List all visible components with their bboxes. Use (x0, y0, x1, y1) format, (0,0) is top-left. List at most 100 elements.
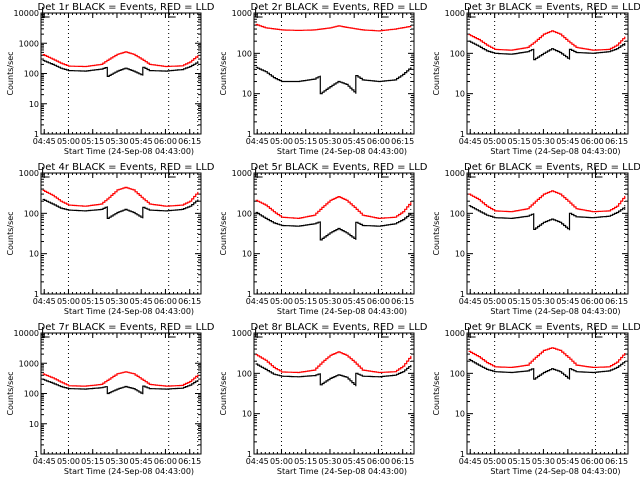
x-tick-label: 05:45 (343, 457, 366, 466)
x-tick-label: 05:30 (532, 457, 555, 466)
x-tick-label: 06:00 (154, 137, 177, 146)
plot-frame (40, 172, 202, 295)
x-tick-label: 05:45 (343, 137, 366, 146)
y-tick-label: 1 (247, 290, 252, 299)
interval-bracket-marker (594, 7, 603, 18)
series-line-lld (255, 23, 412, 32)
x-tick-label: 06:15 (605, 137, 628, 146)
x-tick-label: 06:15 (178, 137, 201, 146)
y-tick-label: 100 (24, 70, 39, 79)
x-axis-label: Start Time (24-Sep-08 04:43:00) (277, 467, 407, 476)
y-tick-label: 10 (29, 250, 39, 259)
x-tick-label: 06:00 (367, 297, 390, 306)
x-tick-label: 06:15 (391, 297, 414, 306)
chart-panel-9: Det 9r BLACK = Events, RED = LLD 1 10 100 10… (432, 322, 640, 476)
y-tick-label: 100 (24, 390, 39, 399)
x-tick-label: 05:00 (57, 137, 80, 146)
y-tick-label: 10 (455, 90, 465, 99)
chart-panel-7: Det 7r BLACK = Events, RED = LLD 1 10 100 10… (6, 322, 215, 476)
x-tick-label: 05:30 (105, 137, 128, 146)
y-tick-label: 1000 (19, 39, 39, 48)
y-tick-label: 10 (242, 90, 252, 99)
series-line-lld (42, 371, 199, 387)
interval-bracket-marker (381, 7, 389, 18)
x-axis-label: Start Time (24-Sep-08 04:43:00) (490, 307, 620, 316)
chart-panel-6: Det 6r BLACK = Events, RED = LLD 1 10 100 10… (432, 162, 640, 316)
interval-bracket-marker (381, 167, 389, 178)
series-line-events (255, 66, 412, 95)
x-tick-label: 04:45 (246, 137, 269, 146)
x-tick-label: 06:00 (581, 457, 604, 466)
interval-bracket-marker (168, 7, 176, 18)
x-tick-label: 06:00 (581, 137, 604, 146)
series-line-lld (255, 196, 412, 219)
series-line-lld (468, 30, 626, 51)
series-line-lld (255, 351, 412, 374)
chart-panel-8: Det 8r BLACK = Events, RED = LLD 1 10 100 10… (219, 322, 428, 476)
interval-bracket-marker (42, 327, 50, 338)
x-tick-label: 05:45 (556, 457, 579, 466)
x-tick-label: 05:45 (130, 137, 153, 146)
y-tick-label: 10000 (14, 329, 39, 338)
x-tick-label: 05:30 (532, 297, 555, 306)
interval-bracket-marker (594, 327, 603, 338)
y-tick-label: 1 (247, 450, 252, 459)
plot-frame (466, 172, 629, 295)
series-line-lld (468, 347, 626, 368)
x-axis-label: Start Time (24-Sep-08 04:43:00) (64, 147, 194, 156)
series-line-lld (42, 51, 199, 68)
y-axis-label: Counts/sec (432, 211, 441, 255)
chart-title: Det 8r BLACK = Events, RED = LLD (251, 322, 428, 333)
x-tick-label: 05:30 (532, 137, 555, 146)
x-axis-label: Start Time (24-Sep-08 04:43:00) (64, 307, 194, 316)
x-tick-label: 05:00 (57, 457, 80, 466)
x-tick-label: 05:45 (130, 457, 153, 466)
y-tick-label: 1 (247, 130, 252, 139)
x-tick-label: 05:00 (483, 457, 506, 466)
x-tick-label: 06:15 (391, 457, 414, 466)
plot-frame (253, 12, 415, 135)
x-tick-label: 06:00 (154, 297, 177, 306)
chart-panel-4: Det 4r BLACK = Events, RED = LLD 1 10 100 10… (6, 162, 215, 316)
y-axis-label: Counts/sec (219, 51, 228, 95)
y-tick-label: 100 (450, 209, 465, 218)
y-tick-label: 1000 (232, 329, 252, 338)
interval-bracket-marker (42, 7, 50, 18)
x-tick-label: 05:00 (270, 137, 293, 146)
series-line-lld (42, 186, 199, 207)
x-tick-label: 05:15 (81, 457, 104, 466)
x-axis-label: Start Time (24-Sep-08 04:43:00) (490, 467, 620, 476)
chart-title: Det 9r BLACK = Events, RED = LLD (464, 322, 640, 333)
y-axis-label: Counts/sec (432, 371, 441, 415)
series-line-events (468, 358, 626, 380)
plot-frame (466, 332, 629, 455)
plot-frame (466, 12, 629, 135)
x-tick-label: 05:30 (318, 297, 341, 306)
x-tick-label: 04:45 (33, 137, 56, 146)
x-tick-label: 05:00 (270, 457, 293, 466)
y-tick-label: 1 (460, 130, 465, 139)
x-tick-label: 06:15 (178, 457, 201, 466)
x-tick-label: 05:15 (294, 137, 317, 146)
y-tick-label: 100 (237, 369, 252, 378)
interval-bracket-marker (381, 327, 389, 338)
y-tick-label: 1000 (19, 359, 39, 368)
y-tick-label: 1000 (445, 9, 465, 18)
y-axis-label: Counts/sec (432, 51, 441, 95)
x-tick-label: 04:45 (459, 297, 482, 306)
x-tick-label: 06:00 (367, 457, 390, 466)
interval-bracket-marker (168, 327, 176, 338)
x-tick-label: 05:15 (508, 297, 531, 306)
chart-title: Det 5r BLACK = Events, RED = LLD (251, 162, 428, 173)
y-axis-label: Counts/sec (6, 51, 15, 95)
y-tick-label: 100 (237, 209, 252, 218)
plot-frame (253, 172, 415, 295)
plot-frame (40, 12, 202, 135)
chart-title: Det 2r BLACK = Events, RED = LLD (251, 2, 428, 13)
x-tick-label: 05:30 (318, 457, 341, 466)
y-tick-label: 10 (29, 100, 39, 109)
chart-title: Det 7r BLACK = Events, RED = LLD (38, 322, 215, 333)
x-tick-label: 05:45 (343, 297, 366, 306)
y-tick-label: 1000 (232, 169, 252, 178)
